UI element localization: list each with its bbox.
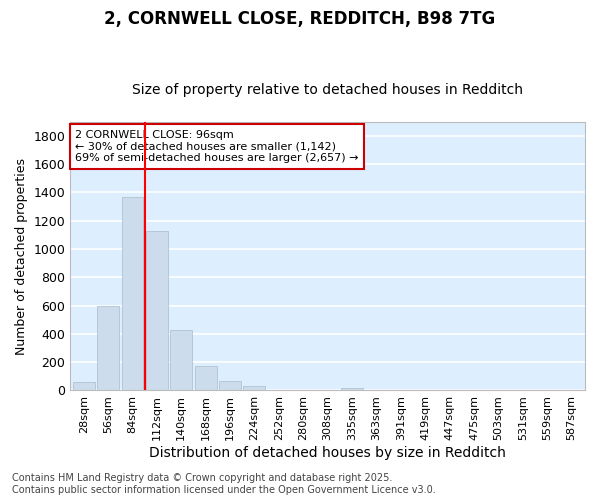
- Text: 2, CORNWELL CLOSE, REDDITCH, B98 7TG: 2, CORNWELL CLOSE, REDDITCH, B98 7TG: [104, 10, 496, 28]
- Bar: [73, 382, 95, 390]
- Title: Size of property relative to detached houses in Redditch: Size of property relative to detached ho…: [132, 83, 523, 97]
- Bar: [244, 386, 265, 390]
- X-axis label: Distribution of detached houses by size in Redditch: Distribution of detached houses by size …: [149, 446, 506, 460]
- Bar: [122, 196, 143, 390]
- Bar: [146, 230, 168, 390]
- Bar: [341, 388, 363, 390]
- Bar: [170, 330, 192, 390]
- Bar: [194, 366, 217, 390]
- Text: Contains HM Land Registry data © Crown copyright and database right 2025.
Contai: Contains HM Land Registry data © Crown c…: [12, 474, 436, 495]
- Bar: [219, 382, 241, 390]
- Text: 2 CORNWELL CLOSE: 96sqm
← 30% of detached houses are smaller (1,142)
69% of semi: 2 CORNWELL CLOSE: 96sqm ← 30% of detache…: [76, 130, 359, 163]
- Bar: [97, 306, 119, 390]
- Y-axis label: Number of detached properties: Number of detached properties: [15, 158, 28, 354]
